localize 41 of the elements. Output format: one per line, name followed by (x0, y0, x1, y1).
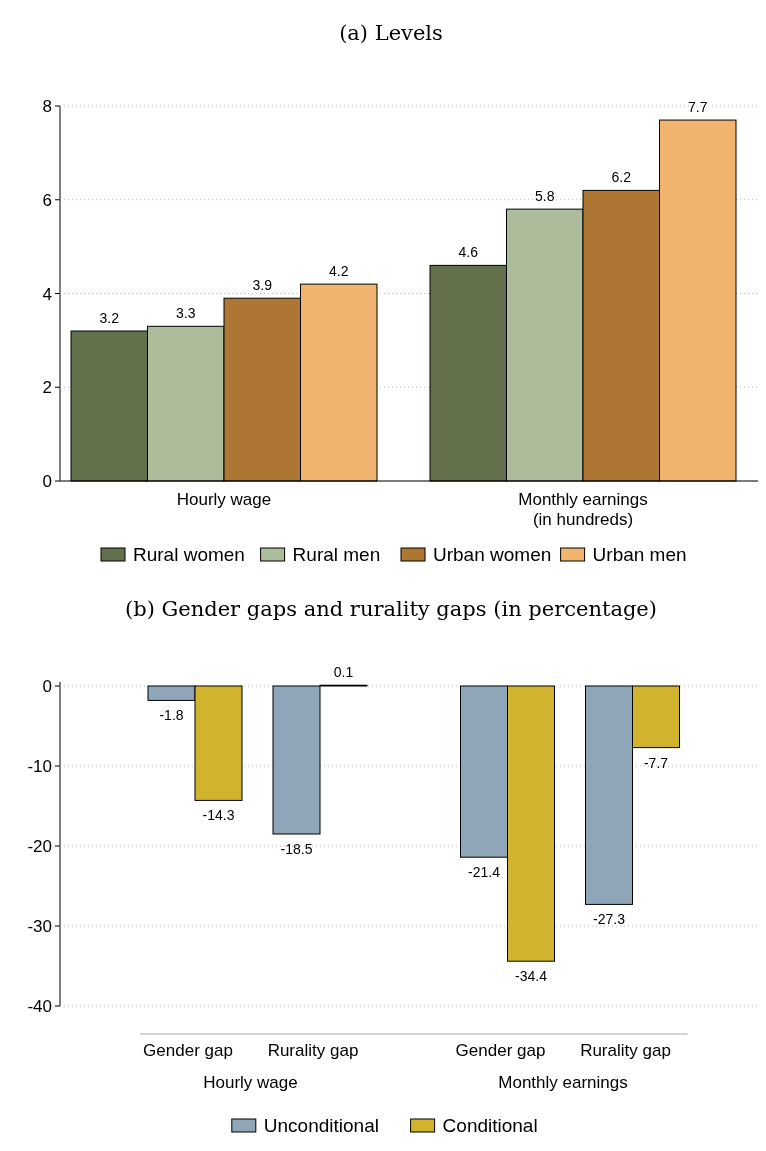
y-tick-label: 0 (42, 472, 52, 491)
x-tick-label: Rurality gap (267, 1041, 359, 1060)
y-tick-label: -30 (27, 917, 52, 936)
y-tick-label: -10 (27, 757, 52, 776)
data-label: -7.7 (643, 754, 669, 771)
chart-title: (a) Levels (339, 21, 443, 45)
text: Monthly earnings (498, 1073, 628, 1092)
y-tick-label: -40 (27, 997, 52, 1016)
data-label: -14.3 (202, 807, 235, 824)
x-tick-label: Gender gap (455, 1041, 546, 1060)
legend-label: Conditional (442, 1115, 538, 1136)
y-tick-label: -20 (27, 837, 52, 856)
y-tick-label: 2 (42, 378, 52, 398)
data-label: 3.2 (99, 310, 120, 326)
data-label: -34.4 (515, 968, 548, 985)
y-tick-label: 8 (42, 97, 52, 116)
legend-label: Rural men (292, 544, 381, 565)
data-label: 4.2 (329, 263, 349, 280)
data-label: 3.3 (176, 305, 196, 322)
text: Hourly wage (203, 1073, 298, 1092)
x-tick-label: Monthly earnings (in hundreds) (518, 490, 648, 529)
data-label: -21.4 (468, 864, 501, 881)
chart-title: (b) Gender gaps and rurality gaps (in percentage) (125, 597, 657, 621)
legend-label: Rural women (133, 544, 245, 565)
data-label: 6.2 (611, 169, 632, 186)
legend-label: Unconditional (263, 1115, 379, 1136)
data-label: 3.9 (252, 277, 273, 294)
data-label: 5.8 (535, 188, 555, 205)
data-label: -18.5 (280, 841, 313, 857)
data-label: 0.1 (333, 664, 354, 681)
y-tick-label: 0 (42, 677, 52, 696)
data-label: 4.6 (458, 244, 479, 261)
data-label: -1.8 (159, 707, 184, 724)
data-label: 7.7 (688, 99, 708, 116)
legend-label: Urban women (433, 544, 552, 565)
x-tick-label: Gender gap (143, 1041, 233, 1060)
y-tick-label: 6 (42, 190, 52, 210)
data-label: -27.3 (593, 911, 626, 928)
x-tick-label: Rurality gap (580, 1041, 671, 1060)
legend-label: Urban men (592, 544, 687, 565)
y-tick-label: 4 (42, 284, 52, 304)
